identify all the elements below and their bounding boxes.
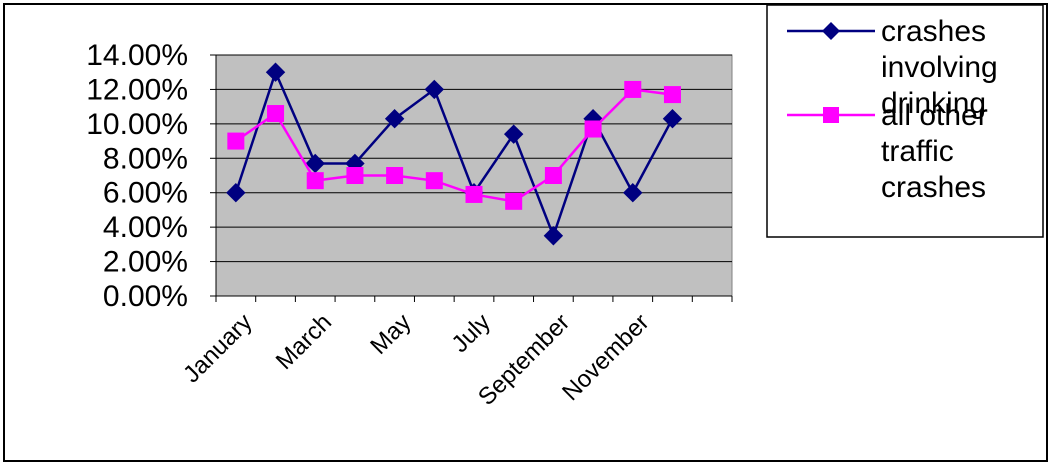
y-tick-label: 14.00% [86, 39, 188, 72]
legend-label: all other [881, 99, 988, 132]
data-point [346, 167, 364, 184]
legend-marker [823, 107, 839, 123]
legend-label: drinking [881, 87, 986, 120]
data-point [267, 105, 285, 123]
data-point [386, 167, 404, 184]
x-tick-label: May [365, 309, 416, 360]
data-point [227, 132, 245, 150]
y-tick-label: 10.00% [86, 108, 188, 141]
legend-box [766, 4, 1044, 238]
y-tick-label: 8.00% [103, 142, 188, 175]
legend-label: crashes [881, 15, 986, 48]
data-point [505, 192, 523, 210]
x-tick-label: January [178, 309, 257, 388]
x-tick-label: July [447, 309, 496, 358]
legend-marker [822, 22, 840, 40]
x-tick-label: November [557, 309, 654, 406]
y-tick-label: 2.00% [103, 246, 188, 279]
data-point [623, 183, 643, 203]
data-point [465, 185, 483, 203]
data-point [306, 172, 324, 190]
x-tick-label: March [271, 309, 337, 375]
data-point [584, 120, 602, 138]
y-tick-label: 0.00% [103, 280, 188, 313]
data-point [384, 108, 405, 129]
plot-area [215, 54, 733, 297]
legend-label: involving [881, 51, 998, 84]
data-point [543, 226, 564, 246]
series-layer [226, 62, 683, 246]
data-point [663, 86, 681, 104]
y-axis: 0.00%2.00%4.00%6.00%8.00%10.00%12.00%14.… [86, 39, 217, 313]
legend-label: traffic [881, 135, 954, 168]
y-tick-label: 6.00% [103, 177, 188, 210]
data-point [424, 79, 445, 100]
data-point [662, 108, 683, 129]
series-2 [227, 80, 681, 210]
y-tick-label: 4.00% [103, 211, 188, 244]
data-point [624, 80, 642, 98]
data-point [226, 183, 246, 203]
data-point [425, 172, 443, 190]
data-point [544, 167, 562, 184]
data-point [265, 62, 286, 82]
data-point [503, 124, 524, 144]
legend-label: crashes [881, 171, 986, 204]
y-tick-label: 12.00% [86, 73, 188, 106]
